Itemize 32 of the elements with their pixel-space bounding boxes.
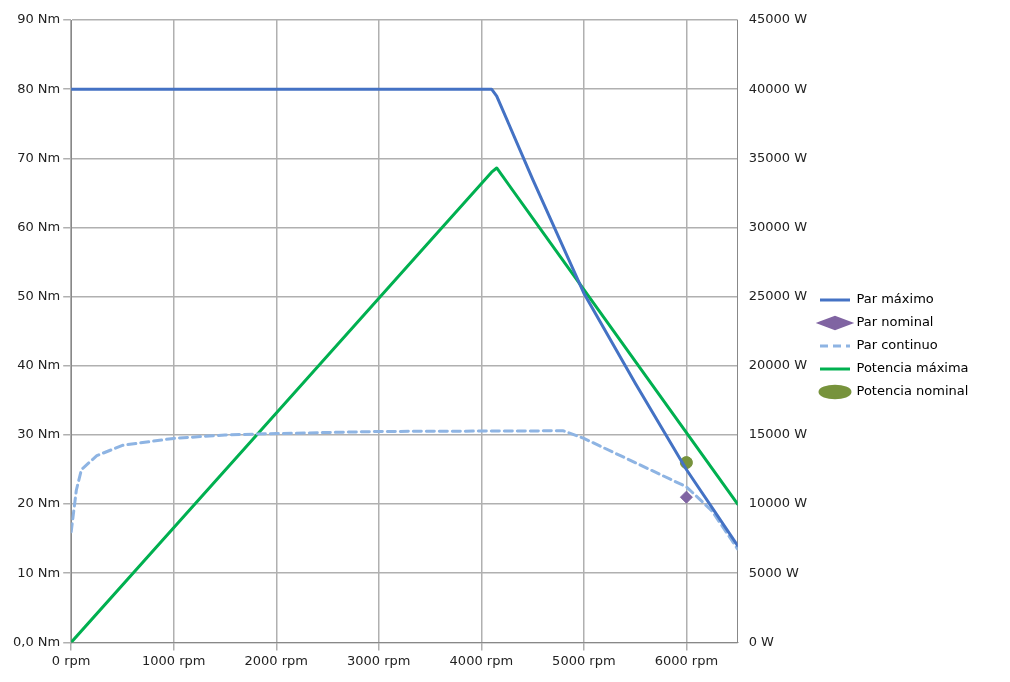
- y-tick-label: 0,0 Nm: [12, 633, 61, 649]
- y2-tick-label: 0 W: [748, 633, 775, 649]
- y2-tick-label: 25000 W: [748, 288, 808, 303]
- legend-label: Potencia nominal: [856, 383, 969, 399]
- y2-tick-label: 15000 W: [748, 426, 808, 442]
- y-tick-label: 80 Nm: [17, 80, 61, 96]
- x-tick-label: 6000 rpm: [654, 652, 719, 668]
- x-tick-label: 5000 rpm: [552, 652, 616, 668]
- x-tick-label: 3000 rpm: [347, 652, 411, 668]
- y2-tick-label: 20000 W: [748, 357, 808, 373]
- x-tick-label: 4000 rpm: [449, 652, 514, 668]
- y2-tick-label: 5000 W: [748, 564, 799, 580]
- x-tick-label: 0 rpm: [51, 652, 91, 668]
- y2-tick-label: 40000 W: [748, 80, 808, 96]
- y2-tick-label: 35000 W: [748, 149, 808, 165]
- legend-label: Par nominal: [856, 314, 934, 330]
- y-tick-label: 30 Nm: [17, 426, 61, 442]
- legend-label: Par continuo: [856, 337, 938, 353]
- x-tick-label: 1000 rpm: [141, 652, 206, 668]
- y-tick-label: 40 Nm: [17, 357, 61, 373]
- x-tick-label: 2000 rpm: [244, 652, 308, 668]
- y-tick-label: 10 Nm: [17, 564, 61, 580]
- legend-label: Potencia máxima: [856, 360, 969, 376]
- y-tick-label: 60 Nm: [17, 218, 61, 234]
- y2-tick-label: 45000 W: [748, 11, 808, 27]
- y-tick-label: 90 Nm: [17, 11, 61, 27]
- y-tick-label: 20 Nm: [17, 495, 61, 511]
- y-tick-label: 50 Nm: [17, 288, 61, 303]
- legend-label: Par máximo: [856, 291, 934, 307]
- y-tick-label: 70 Nm: [17, 149, 61, 165]
- y2-tick-label: 30000 W: [748, 218, 808, 234]
- y2-tick-label: 10000 W: [748, 495, 808, 511]
